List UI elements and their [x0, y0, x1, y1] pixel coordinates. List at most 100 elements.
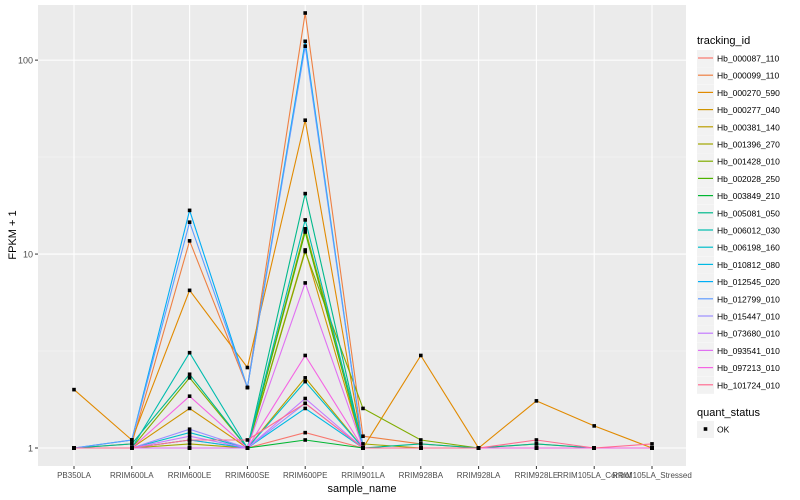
- legend-label: Hb_000270_590: [717, 88, 780, 98]
- x-tick-label: RRIM600LA: [110, 471, 154, 480]
- data-point: [419, 438, 423, 442]
- data-point: [650, 442, 654, 446]
- y-axis-title: FPKM + 1: [7, 210, 19, 259]
- legend-label: Hb_000087_110: [717, 54, 780, 64]
- data-point: [361, 434, 365, 439]
- x-axis-title: sample_name: [327, 483, 396, 495]
- data-point: [303, 401, 307, 406]
- data-point: [303, 406, 307, 411]
- y-axis-ticks: 1 10 100: [18, 56, 38, 454]
- legend-label: Hb_012545_020: [717, 277, 780, 287]
- data-point: [303, 191, 307, 196]
- data-point: [130, 438, 134, 442]
- legend-label: Hb_000099_110: [717, 71, 780, 81]
- data-point: [419, 442, 423, 446]
- legend-label: Hb_001396_270: [717, 140, 780, 150]
- data-point: [361, 442, 365, 446]
- legend-shape-key: [703, 427, 708, 431]
- data-point: [72, 446, 76, 450]
- data-points: [72, 11, 654, 450]
- data-point: [245, 365, 250, 370]
- data-point: [303, 39, 307, 44]
- y-tick-label: 10: [23, 250, 33, 260]
- data-point: [245, 438, 250, 442]
- legend-shape-items: OK: [697, 421, 730, 438]
- legend-label: Hb_012799_010: [717, 294, 780, 304]
- legend-label: Hb_000381_140: [717, 122, 780, 132]
- x-axis-ticks: PB350LA RRIM600LA RRIM600LE RRIM600SE RRIM60…: [57, 466, 692, 480]
- data-point: [187, 372, 192, 377]
- data-point: [187, 394, 192, 398]
- data-point: [187, 239, 192, 243]
- legend-label: Hb_005081_050: [717, 208, 780, 218]
- data-point: [187, 427, 192, 432]
- legend-label: Hb_006012_030: [717, 226, 780, 236]
- legend-label: Hb_000277_040: [717, 105, 780, 115]
- data-point: [187, 430, 192, 435]
- data-point: [130, 442, 134, 446]
- grid-lines: [38, 5, 686, 466]
- data-point: [187, 446, 192, 450]
- legend: tracking_id Hb_000087_110Hb_000099_110Hb…: [697, 35, 780, 438]
- data-point: [534, 442, 539, 446]
- data-point: [187, 406, 192, 411]
- y-tick-label: 100: [18, 56, 33, 66]
- data-point: [592, 446, 596, 450]
- data-point: [592, 424, 596, 428]
- plot-panel: [38, 5, 686, 466]
- data-point: [245, 385, 250, 390]
- data-point: [419, 353, 423, 358]
- x-tick-label: RRIM600SE: [225, 471, 269, 480]
- data-point: [187, 442, 192, 446]
- legend-label: Hb_097213_010: [717, 363, 780, 373]
- data-point: [72, 387, 76, 392]
- data-point: [303, 379, 307, 384]
- legend-label: Hb_010812_080: [717, 260, 780, 270]
- x-tick-label: RRIM600PE: [283, 471, 327, 480]
- data-point: [303, 226, 307, 231]
- legend-items: Hb_000087_110 Hb_000099_110 Hb_000270_590 H…: [697, 50, 780, 394]
- data-point: [534, 438, 539, 442]
- data-point: [303, 438, 307, 442]
- data-point: [303, 230, 307, 234]
- x-tick-label: RRIM600LE: [168, 471, 212, 480]
- x-tick-label: RRIM105LA_Control: [557, 471, 631, 480]
- legend-label: Hb_093541_010: [717, 346, 780, 356]
- data-point: [361, 446, 365, 450]
- legend-label: Hb_002028_250: [717, 174, 780, 184]
- data-point: [303, 281, 307, 285]
- data-point: [187, 438, 192, 442]
- data-point: [303, 11, 307, 15]
- data-point: [187, 288, 192, 293]
- data-point: [130, 446, 134, 450]
- data-point: [534, 446, 539, 450]
- legend-title: tracking_id: [697, 35, 750, 47]
- data-point: [303, 353, 307, 358]
- data-point: [303, 430, 307, 435]
- data-point: [187, 376, 192, 380]
- x-tick-label: RRIM928LE: [515, 471, 559, 480]
- data-point: [303, 396, 307, 401]
- data-point: [303, 44, 307, 48]
- data-point: [650, 446, 654, 450]
- data-point: [303, 376, 307, 380]
- data-point: [303, 118, 307, 123]
- data-point: [476, 446, 481, 450]
- y-tick-label: 1: [28, 444, 33, 454]
- data-point: [187, 350, 192, 355]
- data-point: [419, 446, 423, 450]
- data-point: [187, 220, 192, 224]
- legend-shape-label: OK: [717, 425, 730, 435]
- data-point: [361, 406, 365, 411]
- x-tick-label: RRIM928BA: [399, 471, 444, 480]
- x-tick-label: RRIM928LA: [457, 471, 501, 480]
- data-point: [187, 208, 192, 213]
- legend-label: Hb_006198_160: [717, 243, 780, 253]
- legend-shape-title: quant_status: [697, 407, 760, 419]
- data-point: [187, 434, 192, 439]
- data-point: [534, 399, 539, 403]
- data-point: [245, 446, 250, 450]
- legend-label: Hb_015447_010: [717, 312, 780, 322]
- x-tick-label: RRIM901LA: [341, 471, 385, 480]
